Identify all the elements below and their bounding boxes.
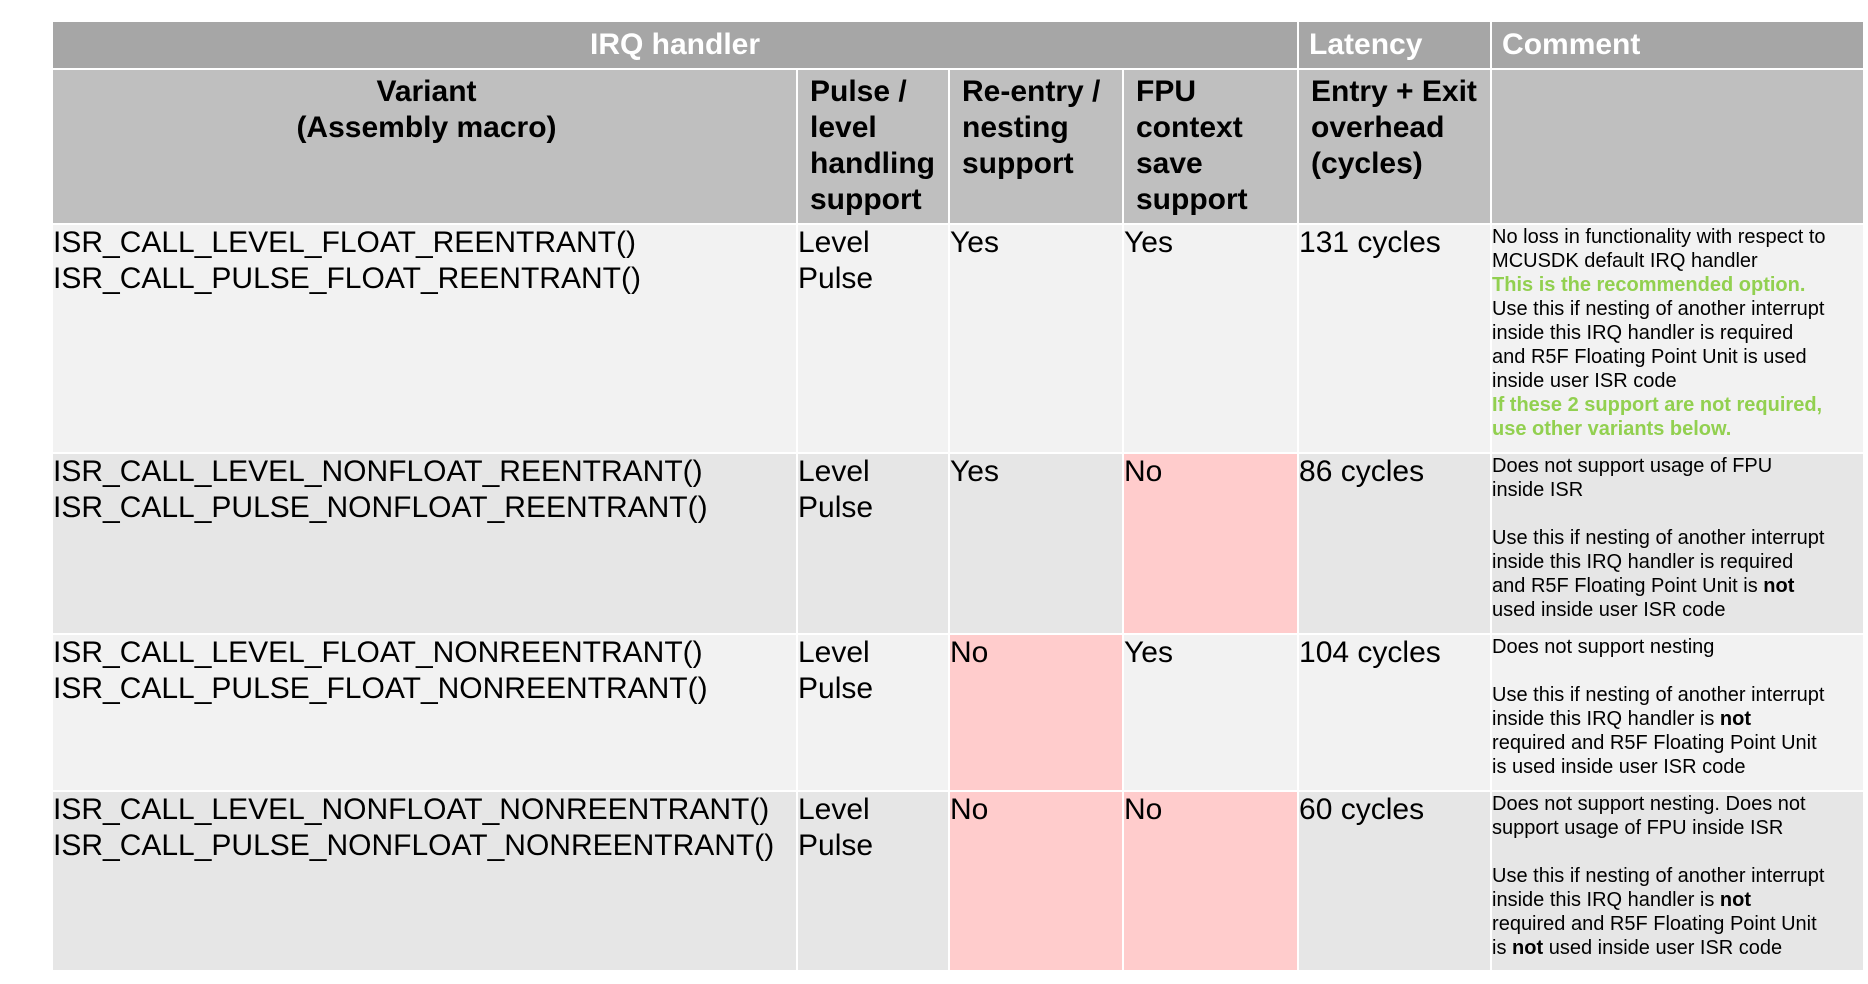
mode-cell: Level Pulse <box>796 223 950 454</box>
column-header-row: Variant (Assembly macro) Pulse / level h… <box>51 68 1866 225</box>
latency-cell: 131 cycles <box>1297 223 1493 454</box>
irq-handler-table: IRQ handler Latency Comment Variant (Ass… <box>50 20 1866 972</box>
fpu-cell: Yes <box>1121 223 1300 454</box>
mode-cell: Level Pulse <box>796 452 950 635</box>
comment-header: Comment <box>1490 20 1866 70</box>
latency-cell: 60 cycles <box>1297 790 1493 972</box>
alternative-note: If these 2 support are not required, <box>1492 394 1823 416</box>
reentry-cell: Yes <box>948 452 1124 635</box>
pulse-level-column-header: Pulse / level handling support <box>796 68 950 225</box>
comment-cell: Does not support nesting. Does not suppo… <box>1490 790 1866 972</box>
reentry-column-header: Re-entry / nesting support <box>948 68 1124 225</box>
recommended-note: This is the recommended option. <box>1492 274 1806 296</box>
latency-cell: 104 cycles <box>1297 633 1493 792</box>
comment-cell: Does not support usage of FPU inside ISR… <box>1490 452 1866 635</box>
reentry-cell: No <box>948 790 1124 972</box>
irq-handler-header: IRQ handler <box>50 20 1300 70</box>
variant-cell: ISR_CALL_LEVEL_NONFLOAT_REENTRANT() ISR_… <box>51 452 798 635</box>
overhead-column-header: Entry + Exit overhead (cycles) <box>1297 68 1493 225</box>
mode-cell: Level Pulse <box>796 633 950 792</box>
variant-cell: ISR_CALL_LEVEL_FLOAT_REENTRANT() ISR_CAL… <box>51 223 798 454</box>
mode-cell: Level Pulse <box>796 790 950 972</box>
table-row: ISR_CALL_LEVEL_NONFLOAT_NONREENTRANT() I… <box>51 790 1866 972</box>
fpu-column-header: FPU context save support <box>1121 68 1300 225</box>
variant-cell: ISR_CALL_LEVEL_FLOAT_NONREENTRANT() ISR_… <box>51 633 798 792</box>
comment-column-header <box>1490 68 1866 225</box>
table-row: ISR_CALL_LEVEL_FLOAT_NONREENTRANT() ISR_… <box>51 633 1866 792</box>
fpu-cell: No <box>1121 790 1300 972</box>
reentry-cell: No <box>948 633 1124 792</box>
fpu-cell: Yes <box>1121 633 1300 792</box>
super-header-row: IRQ handler Latency Comment <box>50 20 1866 70</box>
fpu-cell: No <box>1121 452 1300 635</box>
variant-column-header: Variant (Assembly macro) <box>51 68 798 225</box>
table-row: ISR_CALL_LEVEL_NONFLOAT_REENTRANT() ISR_… <box>51 452 1866 635</box>
variant-cell: ISR_CALL_LEVEL_NONFLOAT_NONREENTRANT() I… <box>51 790 798 972</box>
latency-header: Latency <box>1297 20 1493 70</box>
comment-cell: Does not support nesting Use this if nes… <box>1490 633 1866 792</box>
comment-cell: No loss in functionality with respect to… <box>1490 223 1866 454</box>
latency-cell: 86 cycles <box>1297 452 1493 635</box>
reentry-cell: Yes <box>948 223 1124 454</box>
table-row: ISR_CALL_LEVEL_FLOAT_REENTRANT() ISR_CAL… <box>51 223 1866 454</box>
